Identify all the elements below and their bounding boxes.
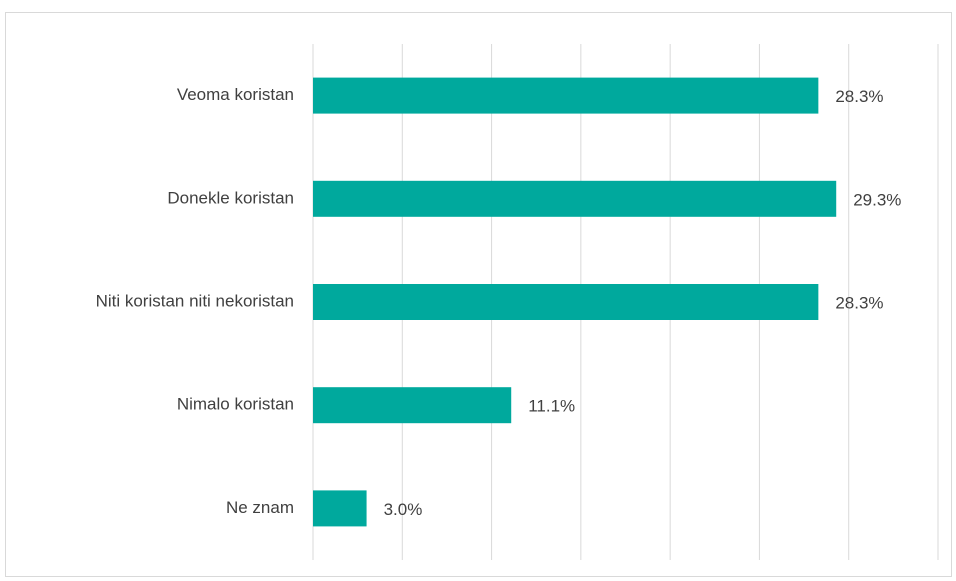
bar — [313, 387, 512, 424]
data-label: 3.0% — [384, 500, 423, 519]
bar — [313, 284, 819, 320]
y-tick-label: Donekle koristan — [167, 188, 294, 207]
y-tick-label: Veoma koristan — [177, 85, 294, 104]
y-tick-label: Niti koristan niti nekoristan — [96, 291, 294, 310]
data-label: 28.3% — [835, 293, 883, 312]
y-tick-label: Nimalo koristan — [177, 395, 294, 414]
bar — [313, 77, 819, 114]
bar — [313, 180, 837, 217]
data-label: 28.3% — [835, 87, 883, 106]
data-label: 11.1% — [528, 397, 575, 416]
bar — [313, 490, 367, 527]
data-label: 29.3% — [853, 190, 901, 209]
y-tick-label: Ne znam — [226, 498, 294, 517]
